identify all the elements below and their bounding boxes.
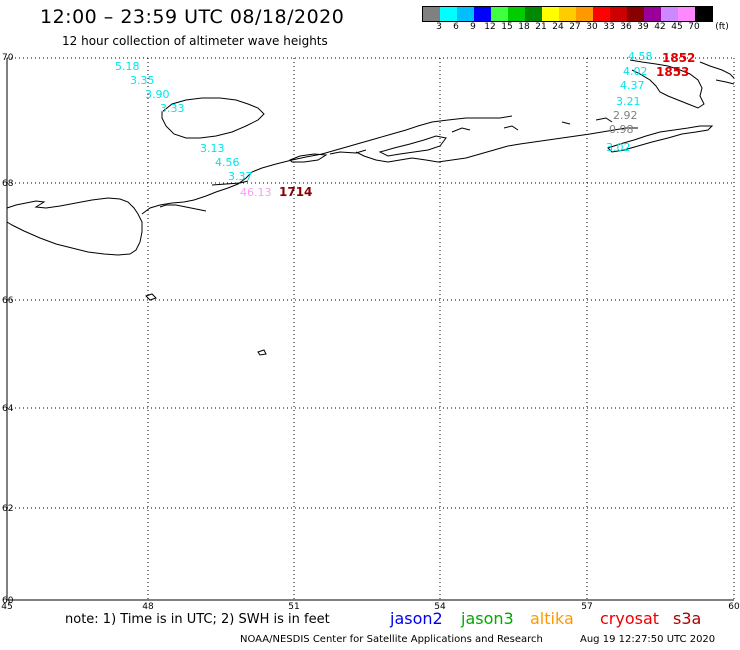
- legend-label: 24: [552, 22, 564, 32]
- note-text: note: 1) Time is in UTC; 2) SWH is in fe…: [65, 612, 330, 627]
- lon-tick-label: 48: [142, 602, 154, 612]
- legend-swatch: [508, 7, 525, 21]
- lat-tick-label: 62: [2, 504, 13, 514]
- lat-tick-label: 66: [2, 296, 14, 306]
- pass-time-label: 1852: [662, 51, 695, 65]
- legend-label: 18: [518, 22, 530, 32]
- wave-height-label: 0.98: [609, 123, 634, 136]
- lon-tick-label: 57: [581, 602, 592, 612]
- legend-label: 3: [436, 22, 442, 32]
- legend-swatch: [559, 7, 576, 21]
- satellite-label-jason3: jason3: [461, 609, 514, 628]
- legend-swatch: [593, 7, 610, 21]
- legend-label: 15: [501, 22, 513, 32]
- lat-tick-label: 64: [2, 404, 14, 414]
- coastline: [6, 59, 735, 356]
- wave-height-label: 3.21: [616, 95, 641, 108]
- wave-height-label: 3.02: [606, 141, 631, 154]
- island-coastline: [161, 97, 265, 139]
- satellite-label-altika: altika: [530, 609, 574, 628]
- wave-height-label: 3.37: [228, 170, 253, 183]
- legend-label: 30: [586, 22, 598, 32]
- wave-height-label: 4.02: [623, 65, 648, 78]
- legend-swatch: [440, 7, 457, 21]
- legend-swatch: [423, 7, 440, 21]
- pass-time-label: 1714: [279, 185, 312, 199]
- graticule: [7, 57, 735, 600]
- legend-swatch: [474, 7, 491, 21]
- wave-height-label: 4.37: [620, 79, 645, 92]
- legend-swatch: [627, 7, 644, 21]
- wave-height-label: 2.92: [613, 109, 638, 122]
- footer-credit: NOAA/NESDIS Center for Satellite Applica…: [240, 634, 543, 645]
- wave-height-label: 46.13: [240, 186, 272, 199]
- wave-height-label: 3.35: [130, 74, 155, 87]
- legend-swatch: [678, 7, 695, 21]
- legend-swatch: [525, 7, 542, 21]
- lon-tick-label: 51: [288, 602, 299, 612]
- header-title: 12:00 – 23:59 UTC 08/18/2020: [40, 6, 345, 28]
- legend-labels: 3 6 9 12 15 18 21 24 27 30 33 36 39 42 4…: [422, 22, 740, 34]
- legend-label: 42: [654, 22, 666, 32]
- pass-time-label: 1853: [656, 65, 689, 79]
- legend-swatch: [644, 7, 661, 21]
- footer-timestamp: Aug 19 12:27:50 UTC 2020: [580, 634, 716, 645]
- lat-tick-label: 68: [2, 179, 14, 189]
- legend-label: 9: [470, 22, 476, 32]
- wave-height-label: 3.90: [145, 88, 170, 101]
- legend-swatch: [661, 7, 678, 21]
- legend-label: 12: [484, 22, 496, 32]
- legend-unit: (ft): [715, 22, 729, 32]
- legend-swatch: [542, 7, 559, 21]
- lon-tick-label: 54: [434, 602, 446, 612]
- legend-swatch: [695, 7, 712, 21]
- legend-swatch: [457, 7, 474, 21]
- legend-label: 6: [453, 22, 459, 32]
- wave-height-label: 3.33: [160, 102, 185, 115]
- legend-label: 45: [671, 22, 683, 32]
- legend-swatch: [610, 7, 627, 21]
- legend-swatch: [576, 7, 593, 21]
- satellite-label-s3a: s3a: [673, 609, 702, 628]
- lat-tick-label: 70: [2, 53, 14, 63]
- wave-height-label: 5.18: [115, 60, 140, 73]
- legend-label: 33: [603, 22, 615, 32]
- legend-label: 21: [535, 22, 547, 32]
- satellite-label-jason2: jason2: [390, 609, 443, 628]
- legend-label: 39: [637, 22, 649, 32]
- wave-height-label: 4.56: [215, 156, 240, 169]
- legend-label: 27: [569, 22, 581, 32]
- satellite-label-cryosat: cryosat: [600, 609, 660, 628]
- header-subtitle: 12 hour collection of altimeter wave hei…: [62, 34, 328, 48]
- lat-tick-label: 60: [2, 596, 14, 606]
- legend-swatch: [491, 7, 508, 21]
- lon-tick-label: 60: [728, 602, 740, 612]
- axis-tick-labels: 45 48 51 54 57 60 70 68 66 64 62 60: [1, 53, 740, 612]
- lon-tick-label: 45: [1, 602, 12, 612]
- wave-height-labels: 5.183.353.903.33 3.134.563.37 46.13 4.58 4.0…: [115, 50, 695, 199]
- wave-height-color-legend: [422, 6, 713, 22]
- wave-height-label: 4.58: [628, 50, 653, 63]
- legend-label: 36: [620, 22, 632, 32]
- legend-label: 70: [688, 22, 700, 32]
- wave-height-label: 3.13: [200, 142, 225, 155]
